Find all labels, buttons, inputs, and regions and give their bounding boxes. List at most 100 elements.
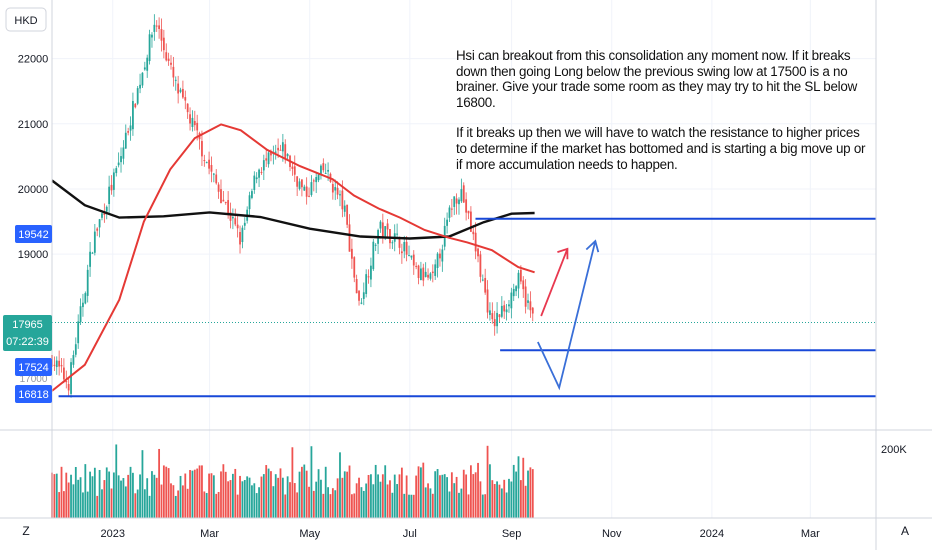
candle-body bbox=[184, 97, 187, 101]
candle-body bbox=[472, 231, 475, 235]
volume-bar bbox=[384, 465, 387, 518]
volume-bar bbox=[315, 481, 318, 518]
candle-body bbox=[334, 187, 337, 191]
scenario-arrow-up bbox=[540, 248, 569, 317]
candle-body bbox=[491, 313, 494, 320]
volume-bar bbox=[67, 482, 70, 518]
candle-body bbox=[467, 210, 470, 214]
candle-body bbox=[522, 280, 525, 290]
volume-bar bbox=[153, 474, 156, 518]
volume-bar bbox=[127, 474, 130, 518]
candle-body bbox=[350, 248, 353, 259]
volume-bar bbox=[291, 447, 294, 518]
candle-body bbox=[224, 202, 227, 204]
volume-bar bbox=[77, 479, 80, 518]
volume-bar bbox=[105, 467, 108, 518]
auto-scale-toggle[interactable]: A bbox=[901, 524, 909, 538]
volume-bar bbox=[360, 487, 363, 518]
volume-bar bbox=[265, 465, 268, 518]
candle-body bbox=[201, 141, 203, 157]
candle-body bbox=[322, 163, 325, 171]
volume-bar bbox=[453, 483, 456, 518]
candle-body bbox=[108, 186, 111, 205]
volume-bar bbox=[231, 473, 234, 518]
candle-body bbox=[446, 219, 448, 226]
candle-body bbox=[489, 310, 491, 315]
volume-bar bbox=[372, 484, 375, 518]
volume-bar bbox=[93, 467, 96, 518]
volume-bar bbox=[98, 469, 101, 518]
currency-box[interactable] bbox=[5, 7, 47, 32]
candle-body bbox=[455, 198, 458, 204]
candle-body bbox=[236, 224, 239, 229]
candle-body bbox=[436, 253, 439, 268]
candle-body bbox=[124, 132, 127, 149]
volume-bar bbox=[474, 472, 477, 518]
trade-annotation[interactable]: Hsi can breakout from this consolidation… bbox=[456, 48, 868, 187]
volume-bar bbox=[82, 492, 84, 518]
candle-body bbox=[55, 360, 58, 368]
volume-bar bbox=[322, 493, 325, 518]
volume-bar bbox=[110, 488, 113, 518]
volume-bars bbox=[51, 444, 534, 518]
volume-bar bbox=[129, 466, 132, 518]
candle-body bbox=[179, 89, 182, 92]
volume-bar bbox=[379, 481, 382, 518]
volume-bar bbox=[277, 477, 280, 518]
volume-bar bbox=[336, 478, 339, 518]
volume-bar bbox=[510, 481, 513, 518]
candle-body bbox=[210, 164, 213, 172]
volume-bar bbox=[486, 445, 489, 518]
candle-body bbox=[153, 24, 156, 32]
y-axis[interactable]: 19000 20000 21000 22000 bbox=[18, 54, 49, 261]
volume-bar bbox=[467, 494, 470, 518]
candle-body bbox=[367, 276, 370, 278]
candle-body bbox=[503, 305, 506, 312]
candle-body bbox=[89, 251, 91, 267]
timezone-toggle[interactable]: Z bbox=[22, 524, 29, 538]
volume-bar bbox=[408, 494, 410, 518]
volume-bar bbox=[527, 470, 529, 518]
indicator-lines bbox=[51, 123, 876, 392]
volume-bar bbox=[58, 492, 61, 518]
volume-bar bbox=[429, 488, 432, 518]
candle-body bbox=[110, 184, 113, 191]
candle-body bbox=[127, 131, 130, 133]
candle-body bbox=[305, 186, 308, 197]
volume-bar bbox=[284, 494, 287, 518]
volume-bar bbox=[301, 466, 303, 518]
volume-bar bbox=[260, 476, 263, 518]
candle-body bbox=[460, 189, 463, 202]
x-tick-label: Sep bbox=[502, 528, 522, 540]
candle-body bbox=[469, 211, 472, 232]
candle-body bbox=[417, 265, 420, 279]
currency-label: HKD bbox=[14, 15, 37, 27]
volume-bar bbox=[498, 484, 501, 518]
volume-bar bbox=[443, 474, 446, 518]
volume-bar bbox=[362, 490, 365, 518]
candle-body bbox=[101, 213, 103, 218]
volume-bar bbox=[517, 456, 520, 518]
x-axis[interactable]: 2023 Mar May Jul Sep Nov 2024 Mar bbox=[100, 528, 820, 540]
volume-bar bbox=[415, 475, 418, 518]
y-tick-label: 21000 bbox=[18, 119, 49, 131]
volume-bar bbox=[367, 474, 370, 518]
candlesticks bbox=[51, 14, 534, 398]
candle-body bbox=[320, 165, 322, 175]
candle-body bbox=[510, 292, 513, 309]
grid-lines bbox=[52, 0, 876, 518]
volume-bar bbox=[403, 493, 406, 518]
candle-body bbox=[281, 142, 284, 152]
y-tick-label: 20000 bbox=[18, 184, 49, 196]
candle-body bbox=[79, 306, 82, 323]
volume-bar bbox=[479, 481, 482, 518]
candle-body bbox=[112, 172, 115, 190]
candle-body bbox=[253, 175, 256, 190]
candle-body bbox=[284, 144, 287, 159]
volume-bar bbox=[210, 473, 213, 518]
candle-body bbox=[203, 160, 206, 162]
volume-bar bbox=[398, 474, 401, 518]
volume-bar bbox=[172, 485, 175, 518]
candle-body bbox=[122, 147, 125, 159]
